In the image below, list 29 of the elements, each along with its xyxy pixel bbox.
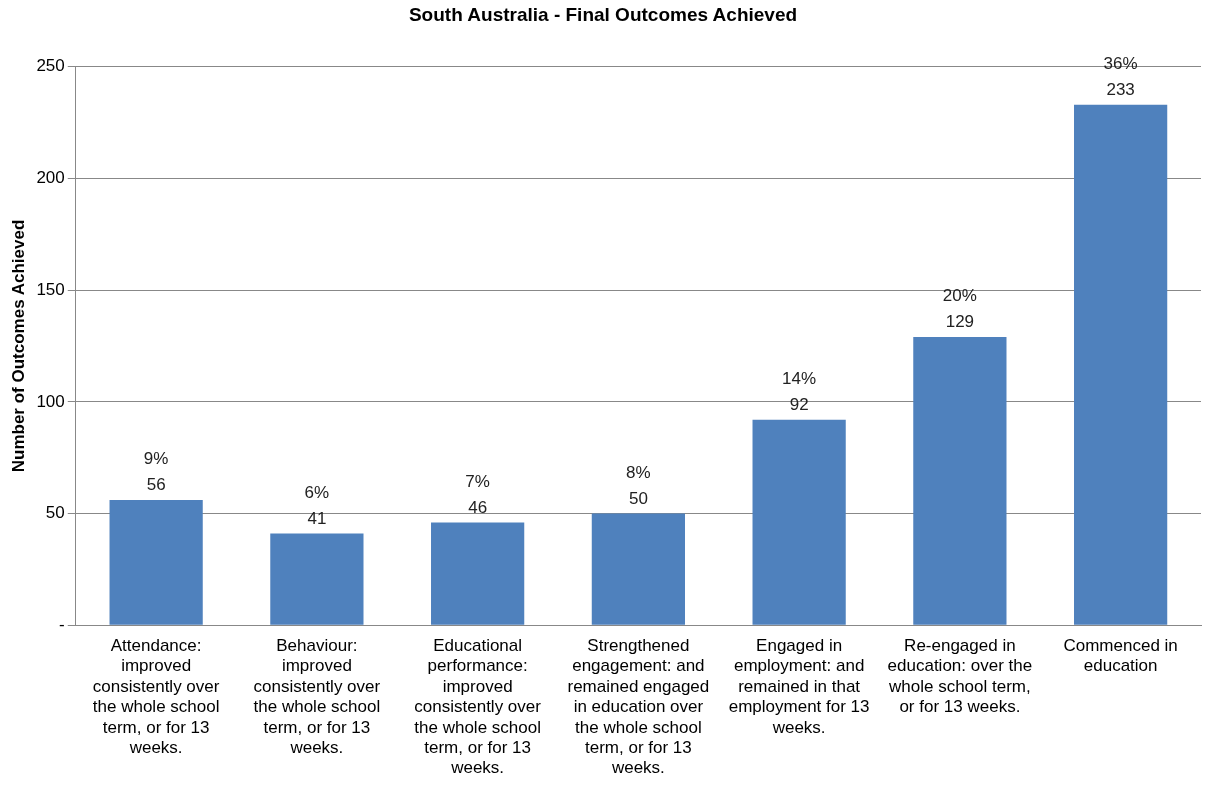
bar (1074, 104, 1168, 625)
data-label: 8% 50 (626, 462, 651, 508)
bar (591, 513, 685, 625)
data-label: 6% 41 (304, 482, 330, 528)
x-tick-label: Re-engaged in education: over the whole school term, or for 13 weeks. (887, 636, 1033, 717)
bar (109, 500, 203, 625)
data-label: 9% 56 (143, 449, 169, 495)
y-axis-title: Number of Outcomes Achieved (8, 219, 28, 473)
data-label: 14% 92 (782, 368, 817, 414)
bar (270, 533, 364, 625)
x-tick-label: Engaged in employment: and remained in that employment for 13 weeks. (728, 636, 870, 737)
x-tick-label: Educational performance: improved consistently over the whole school term, or for 13 weeks. (414, 636, 542, 778)
y-tick-label: 250 (36, 56, 65, 76)
x-tick-label: Commenced in education (1063, 636, 1178, 676)
bar (431, 522, 525, 625)
y-tick-label: - (59, 614, 65, 634)
bar (913, 337, 1007, 625)
x-tick-label: Attendance: improved consistently over the whole school term, or for 13 weeks. (92, 636, 220, 758)
x-tick-label: Behaviour: improved consistently over the whole school term, or for 13 weeks. (253, 636, 381, 758)
y-tick-label: 150 (36, 279, 65, 299)
data-label: 7% 46 (465, 471, 490, 517)
chart-title: South Australia - Final Outcomes Achieved (408, 3, 798, 25)
bar (752, 419, 846, 625)
data-label: 36% 233 (1103, 53, 1138, 99)
data-label: 20% 129 (942, 286, 977, 332)
y-tick-label: 50 (45, 503, 65, 523)
y-tick-label: 100 (36, 391, 65, 411)
x-tick-label: Strengthened engagement: and remained engaged in education over the whole school term, or for 13 weeks. (567, 636, 710, 778)
y-tick-label: 200 (36, 168, 65, 188)
